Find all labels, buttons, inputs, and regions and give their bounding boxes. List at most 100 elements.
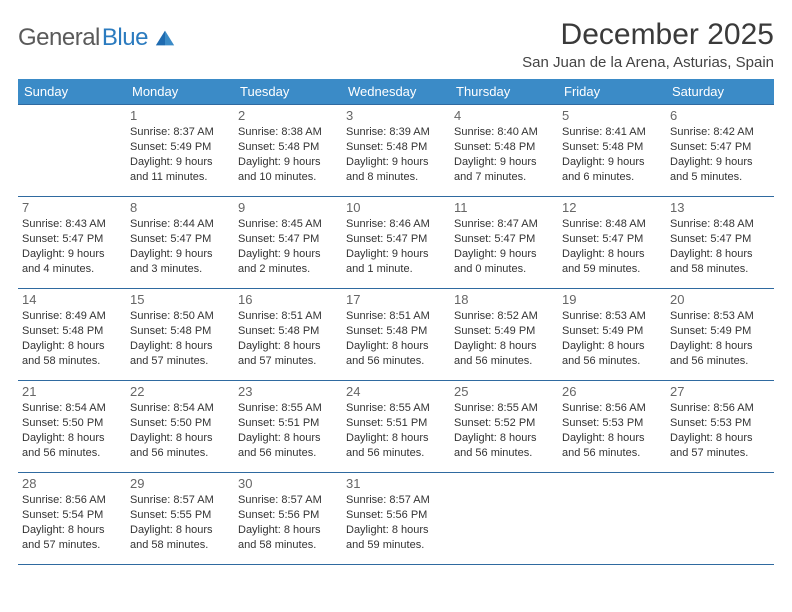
- daylight2-text: and 10 minutes.: [238, 170, 338, 185]
- brand-text-2: Blue: [102, 24, 148, 52]
- daylight1-text: Daylight: 8 hours: [670, 339, 770, 354]
- weekday-header: Friday: [558, 79, 666, 105]
- sunrise-text: Sunrise: 8:57 AM: [130, 493, 230, 508]
- daylight1-text: Daylight: 8 hours: [22, 431, 122, 446]
- sunrise-text: Sunrise: 8:55 AM: [238, 401, 338, 416]
- day-cell: 13Sunrise: 8:48 AMSunset: 5:47 PMDayligh…: [666, 197, 774, 289]
- sunrise-text: Sunrise: 8:37 AM: [130, 125, 230, 140]
- daylight2-text: and 58 minutes.: [130, 538, 230, 553]
- brand-text-1: General: [18, 24, 100, 52]
- day-cell: 25Sunrise: 8:55 AMSunset: 5:52 PMDayligh…: [450, 381, 558, 473]
- day-cell: 6Sunrise: 8:42 AMSunset: 5:47 PMDaylight…: [666, 105, 774, 197]
- day-details: Sunrise: 8:55 AMSunset: 5:51 PMDaylight:…: [238, 401, 338, 460]
- calendar-row: 14Sunrise: 8:49 AMSunset: 5:48 PMDayligh…: [18, 289, 774, 381]
- day-details: Sunrise: 8:56 AMSunset: 5:53 PMDaylight:…: [670, 401, 770, 460]
- sunset-text: Sunset: 5:47 PM: [130, 232, 230, 247]
- day-details: Sunrise: 8:57 AMSunset: 5:56 PMDaylight:…: [238, 493, 338, 552]
- daylight2-text: and 4 minutes.: [22, 262, 122, 277]
- daylight2-text: and 58 minutes.: [670, 262, 770, 277]
- sunset-text: Sunset: 5:47 PM: [238, 232, 338, 247]
- daylight2-text: and 6 minutes.: [562, 170, 662, 185]
- daylight1-text: Daylight: 8 hours: [454, 339, 554, 354]
- daylight2-text: and 56 minutes.: [22, 446, 122, 461]
- daylight2-text: and 58 minutes.: [238, 538, 338, 553]
- day-number: 29: [130, 476, 230, 491]
- daylight2-text: and 57 minutes.: [238, 354, 338, 369]
- daylight2-text: and 56 minutes.: [346, 446, 446, 461]
- sunrise-text: Sunrise: 8:53 AM: [670, 309, 770, 324]
- day-details: Sunrise: 8:54 AMSunset: 5:50 PMDaylight:…: [130, 401, 230, 460]
- day-number: 12: [562, 200, 662, 215]
- day-details: Sunrise: 8:47 AMSunset: 5:47 PMDaylight:…: [454, 217, 554, 276]
- weekday-header: Thursday: [450, 79, 558, 105]
- page-title: December 2025: [561, 18, 774, 52]
- daylight2-text: and 7 minutes.: [454, 170, 554, 185]
- day-details: Sunrise: 8:55 AMSunset: 5:52 PMDaylight:…: [454, 401, 554, 460]
- day-cell: 12Sunrise: 8:48 AMSunset: 5:47 PMDayligh…: [558, 197, 666, 289]
- weekday-header: Tuesday: [234, 79, 342, 105]
- day-cell: 22Sunrise: 8:54 AMSunset: 5:50 PMDayligh…: [126, 381, 234, 473]
- day-number: 24: [346, 384, 446, 399]
- day-cell: 10Sunrise: 8:46 AMSunset: 5:47 PMDayligh…: [342, 197, 450, 289]
- daylight2-text: and 56 minutes.: [562, 446, 662, 461]
- daylight1-text: Daylight: 9 hours: [130, 155, 230, 170]
- day-number: 2: [238, 108, 338, 123]
- day-details: Sunrise: 8:50 AMSunset: 5:48 PMDaylight:…: [130, 309, 230, 368]
- sunrise-text: Sunrise: 8:54 AM: [130, 401, 230, 416]
- daylight2-text: and 57 minutes.: [670, 446, 770, 461]
- daylight1-text: Daylight: 9 hours: [130, 247, 230, 262]
- sunset-text: Sunset: 5:47 PM: [562, 232, 662, 247]
- weekday-header: Sunday: [18, 79, 126, 105]
- sunrise-text: Sunrise: 8:50 AM: [130, 309, 230, 324]
- sunrise-text: Sunrise: 8:39 AM: [346, 125, 446, 140]
- day-cell: 23 Sunrise: 8:55 AMSunset: 5:51 PMDayligh…: [234, 381, 342, 473]
- sunset-text: Sunset: 5:51 PM: [346, 416, 446, 431]
- day-number: 28: [22, 476, 122, 491]
- daylight2-text: and 2 minutes.: [238, 262, 338, 277]
- day-number: 16: [238, 292, 338, 307]
- sunset-text: Sunset: 5:47 PM: [670, 232, 770, 247]
- day-details: Sunrise: 8:57 AMSunset: 5:56 PMDaylight:…: [346, 493, 446, 552]
- sunrise-text: Sunrise: 8:56 AM: [670, 401, 770, 416]
- daylight1-text: Daylight: 8 hours: [22, 339, 122, 354]
- daylight2-text: and 0 minutes.: [454, 262, 554, 277]
- daylight2-text: and 56 minutes.: [454, 446, 554, 461]
- day-details: Sunrise: 8:39 AMSunset: 5:48 PMDaylight:…: [346, 125, 446, 184]
- daylight1-text: Daylight: 8 hours: [238, 431, 338, 446]
- day-details: Sunrise: 8:56 AMSunset: 5:54 PMDaylight:…: [22, 493, 122, 552]
- sunrise-text: Sunrise: 8:52 AM: [454, 309, 554, 324]
- daylight1-text: Daylight: 9 hours: [454, 155, 554, 170]
- day-number: 3: [346, 108, 446, 123]
- daylight2-text: and 3 minutes.: [130, 262, 230, 277]
- day-number: 19: [562, 292, 662, 307]
- sunset-text: Sunset: 5:48 PM: [22, 324, 122, 339]
- weekday-header-row: SundayMondayTuesdayWednesdayThursdayFrid…: [18, 79, 774, 105]
- sunrise-text: Sunrise: 8:45 AM: [238, 217, 338, 232]
- sunset-text: Sunset: 5:56 PM: [346, 508, 446, 523]
- sunrise-text: Sunrise: 8:57 AM: [238, 493, 338, 508]
- sunset-text: Sunset: 5:51 PM: [238, 416, 338, 431]
- day-number: 23: [238, 384, 338, 399]
- daylight2-text: and 56 minutes.: [130, 446, 230, 461]
- sunset-text: Sunset: 5:48 PM: [454, 140, 554, 155]
- sunrise-text: Sunrise: 8:47 AM: [454, 217, 554, 232]
- sunset-text: Sunset: 5:49 PM: [562, 324, 662, 339]
- calendar-row: 7Sunrise: 8:43 AMSunset: 5:47 PMDaylight…: [18, 197, 774, 289]
- sunset-text: Sunset: 5:55 PM: [130, 508, 230, 523]
- daylight2-text: and 56 minutes.: [238, 446, 338, 461]
- daylight2-text: and 56 minutes.: [562, 354, 662, 369]
- daylight2-text: and 1 minute.: [346, 262, 446, 277]
- day-cell: 8Sunrise: 8:44 AMSunset: 5:47 PMDaylight…: [126, 197, 234, 289]
- day-details: Sunrise: 8:52 AMSunset: 5:49 PMDaylight:…: [454, 309, 554, 368]
- daylight1-text: Daylight: 8 hours: [562, 431, 662, 446]
- day-details: Sunrise: 8:49 AMSunset: 5:48 PMDaylight:…: [22, 309, 122, 368]
- location-subtitle: San Juan de la Arena, Asturias, Spain: [18, 54, 774, 71]
- day-cell: 26Sunrise: 8:56 AMSunset: 5:53 PMDayligh…: [558, 381, 666, 473]
- sunset-text: Sunset: 5:53 PM: [670, 416, 770, 431]
- sunrise-text: Sunrise: 8:51 AM: [238, 309, 338, 324]
- day-details: Sunrise: 8:48 AMSunset: 5:47 PMDaylight:…: [670, 217, 770, 276]
- daylight2-text: and 58 minutes.: [22, 354, 122, 369]
- day-cell: 24Sunrise: 8:55 AMSunset: 5:51 PMDayligh…: [342, 381, 450, 473]
- day-number: 20: [670, 292, 770, 307]
- daylight2-text: and 56 minutes.: [346, 354, 446, 369]
